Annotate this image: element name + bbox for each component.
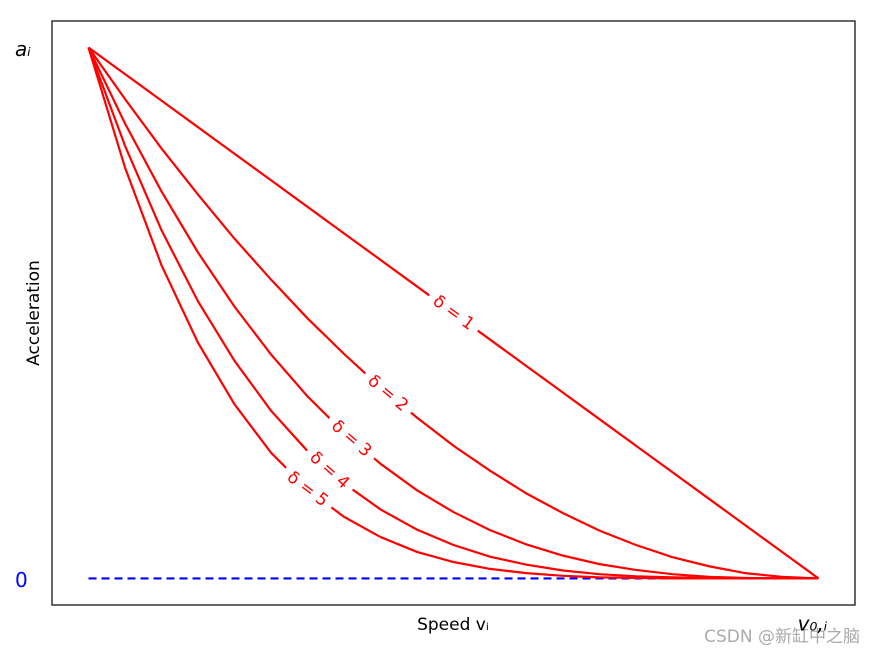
y-axis-label: Acceleration xyxy=(24,260,44,366)
y-tick-label: aᵢ xyxy=(15,37,31,61)
axes-frame xyxy=(51,20,856,606)
label-gap xyxy=(423,287,484,339)
label-gap xyxy=(300,443,359,498)
watermark: CSDN @新缸中之脑 xyxy=(704,626,860,647)
x-axis-label: Speed vᵢ xyxy=(417,615,489,635)
x-tick-label: v₀,ᵢ xyxy=(798,612,828,636)
label-gap xyxy=(277,463,338,516)
curve xyxy=(87,46,819,580)
label-gap xyxy=(322,411,381,466)
y-tick-label: 0 xyxy=(15,568,28,592)
curve xyxy=(87,47,819,580)
label-gap xyxy=(358,366,418,421)
curve xyxy=(87,47,819,580)
